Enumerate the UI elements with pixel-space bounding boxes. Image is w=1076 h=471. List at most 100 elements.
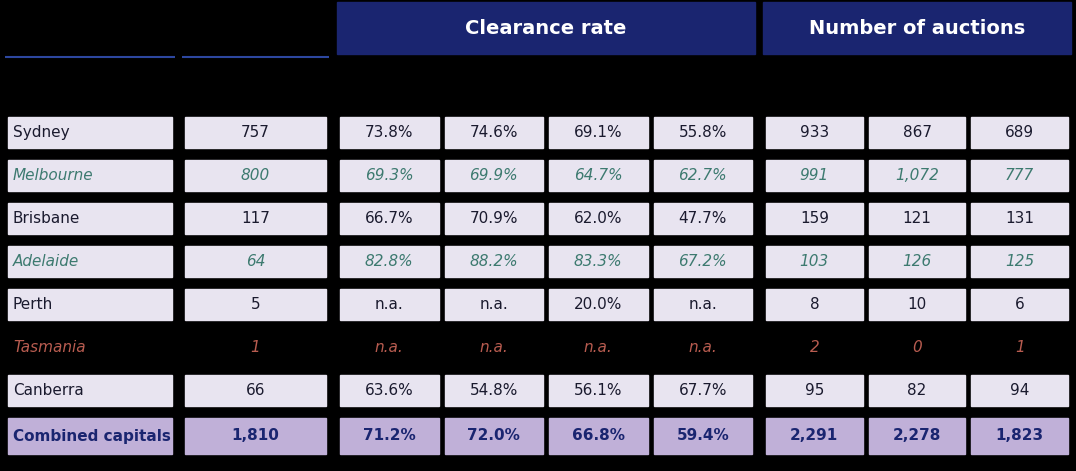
Text: 67.2%: 67.2% (679, 254, 727, 269)
Bar (8, 246, 172, 277)
Text: 131: 131 (1005, 211, 1034, 226)
Bar (340, 246, 439, 277)
Bar (868, 117, 965, 148)
Bar (444, 160, 543, 191)
Text: n.a.: n.a. (374, 297, 404, 312)
Bar (340, 117, 439, 148)
Text: n.a.: n.a. (584, 340, 612, 355)
Text: 67.7%: 67.7% (679, 383, 727, 398)
Text: 64.7%: 64.7% (574, 168, 623, 183)
Bar (972, 246, 1068, 277)
Text: 125: 125 (1005, 254, 1034, 269)
Text: 867: 867 (903, 125, 932, 140)
Bar (653, 160, 752, 191)
Bar (549, 418, 648, 454)
Bar (185, 289, 326, 320)
Bar (8, 418, 172, 454)
Text: 55.8%: 55.8% (679, 125, 727, 140)
Text: Number of auctions: Number of auctions (809, 18, 1025, 38)
Text: 1: 1 (1015, 340, 1024, 355)
Text: n.a.: n.a. (374, 340, 404, 355)
Text: 159: 159 (799, 211, 829, 226)
Text: 69.9%: 69.9% (469, 168, 518, 183)
Bar (444, 203, 543, 234)
Bar (185, 246, 326, 277)
Bar (444, 289, 543, 320)
Bar (766, 203, 863, 234)
Bar (972, 117, 1068, 148)
Text: 63.6%: 63.6% (365, 383, 413, 398)
Text: 5: 5 (251, 297, 260, 312)
Text: Clearance rate: Clearance rate (465, 18, 626, 38)
Bar (340, 375, 439, 406)
Bar (972, 418, 1068, 454)
Text: 800: 800 (241, 168, 270, 183)
Bar (868, 160, 965, 191)
Bar (185, 418, 326, 454)
Text: 126: 126 (903, 254, 932, 269)
Bar (763, 2, 1071, 54)
Text: 991: 991 (799, 168, 829, 183)
Bar (185, 117, 326, 148)
Bar (340, 418, 439, 454)
Text: 20.0%: 20.0% (575, 297, 622, 312)
Bar (549, 160, 648, 191)
Text: 70.9%: 70.9% (469, 211, 518, 226)
Bar (8, 160, 172, 191)
Text: 689: 689 (1005, 125, 1034, 140)
Bar (337, 2, 755, 54)
Text: 1,823: 1,823 (995, 429, 1044, 444)
Text: 54.8%: 54.8% (469, 383, 518, 398)
Text: n.a.: n.a. (689, 297, 717, 312)
Text: 82.8%: 82.8% (365, 254, 413, 269)
Bar (444, 117, 543, 148)
Text: 66.7%: 66.7% (365, 211, 413, 226)
Text: 1: 1 (251, 340, 260, 355)
Text: 777: 777 (1005, 168, 1034, 183)
Text: 103: 103 (799, 254, 829, 269)
Bar (549, 246, 648, 277)
Text: 1,072: 1,072 (895, 168, 939, 183)
Bar (972, 289, 1068, 320)
Text: Adelaide: Adelaide (13, 254, 80, 269)
Text: 64: 64 (245, 254, 266, 269)
Bar (185, 375, 326, 406)
Text: 69.1%: 69.1% (574, 125, 623, 140)
Text: n.a.: n.a. (689, 340, 717, 355)
Bar (444, 418, 543, 454)
Bar (653, 375, 752, 406)
Text: 66: 66 (245, 383, 266, 398)
Text: 83.3%: 83.3% (574, 254, 623, 269)
Bar (8, 289, 172, 320)
Text: 117: 117 (241, 211, 270, 226)
Text: 73.8%: 73.8% (365, 125, 413, 140)
Text: Melbourne: Melbourne (13, 168, 94, 183)
Text: Combined capitals: Combined capitals (13, 429, 171, 444)
Text: 72.0%: 72.0% (467, 429, 520, 444)
Bar (766, 289, 863, 320)
Bar (766, 117, 863, 148)
Text: 933: 933 (799, 125, 829, 140)
Text: 10: 10 (907, 297, 926, 312)
Text: 47.7%: 47.7% (679, 211, 727, 226)
Bar (549, 117, 648, 148)
Bar (549, 203, 648, 234)
Text: 757: 757 (241, 125, 270, 140)
Bar (868, 375, 965, 406)
Bar (444, 375, 543, 406)
Text: 69.3%: 69.3% (365, 168, 413, 183)
Text: 8: 8 (809, 297, 819, 312)
Bar (444, 246, 543, 277)
Bar (972, 375, 1068, 406)
Bar (8, 203, 172, 234)
Bar (340, 160, 439, 191)
Bar (766, 246, 863, 277)
Bar (653, 203, 752, 234)
Text: 88.2%: 88.2% (469, 254, 518, 269)
Text: Perth: Perth (13, 297, 53, 312)
Text: Tasmania: Tasmania (13, 340, 86, 355)
Text: 95: 95 (805, 383, 824, 398)
Text: 0: 0 (912, 340, 922, 355)
Bar (8, 375, 172, 406)
Bar (868, 246, 965, 277)
